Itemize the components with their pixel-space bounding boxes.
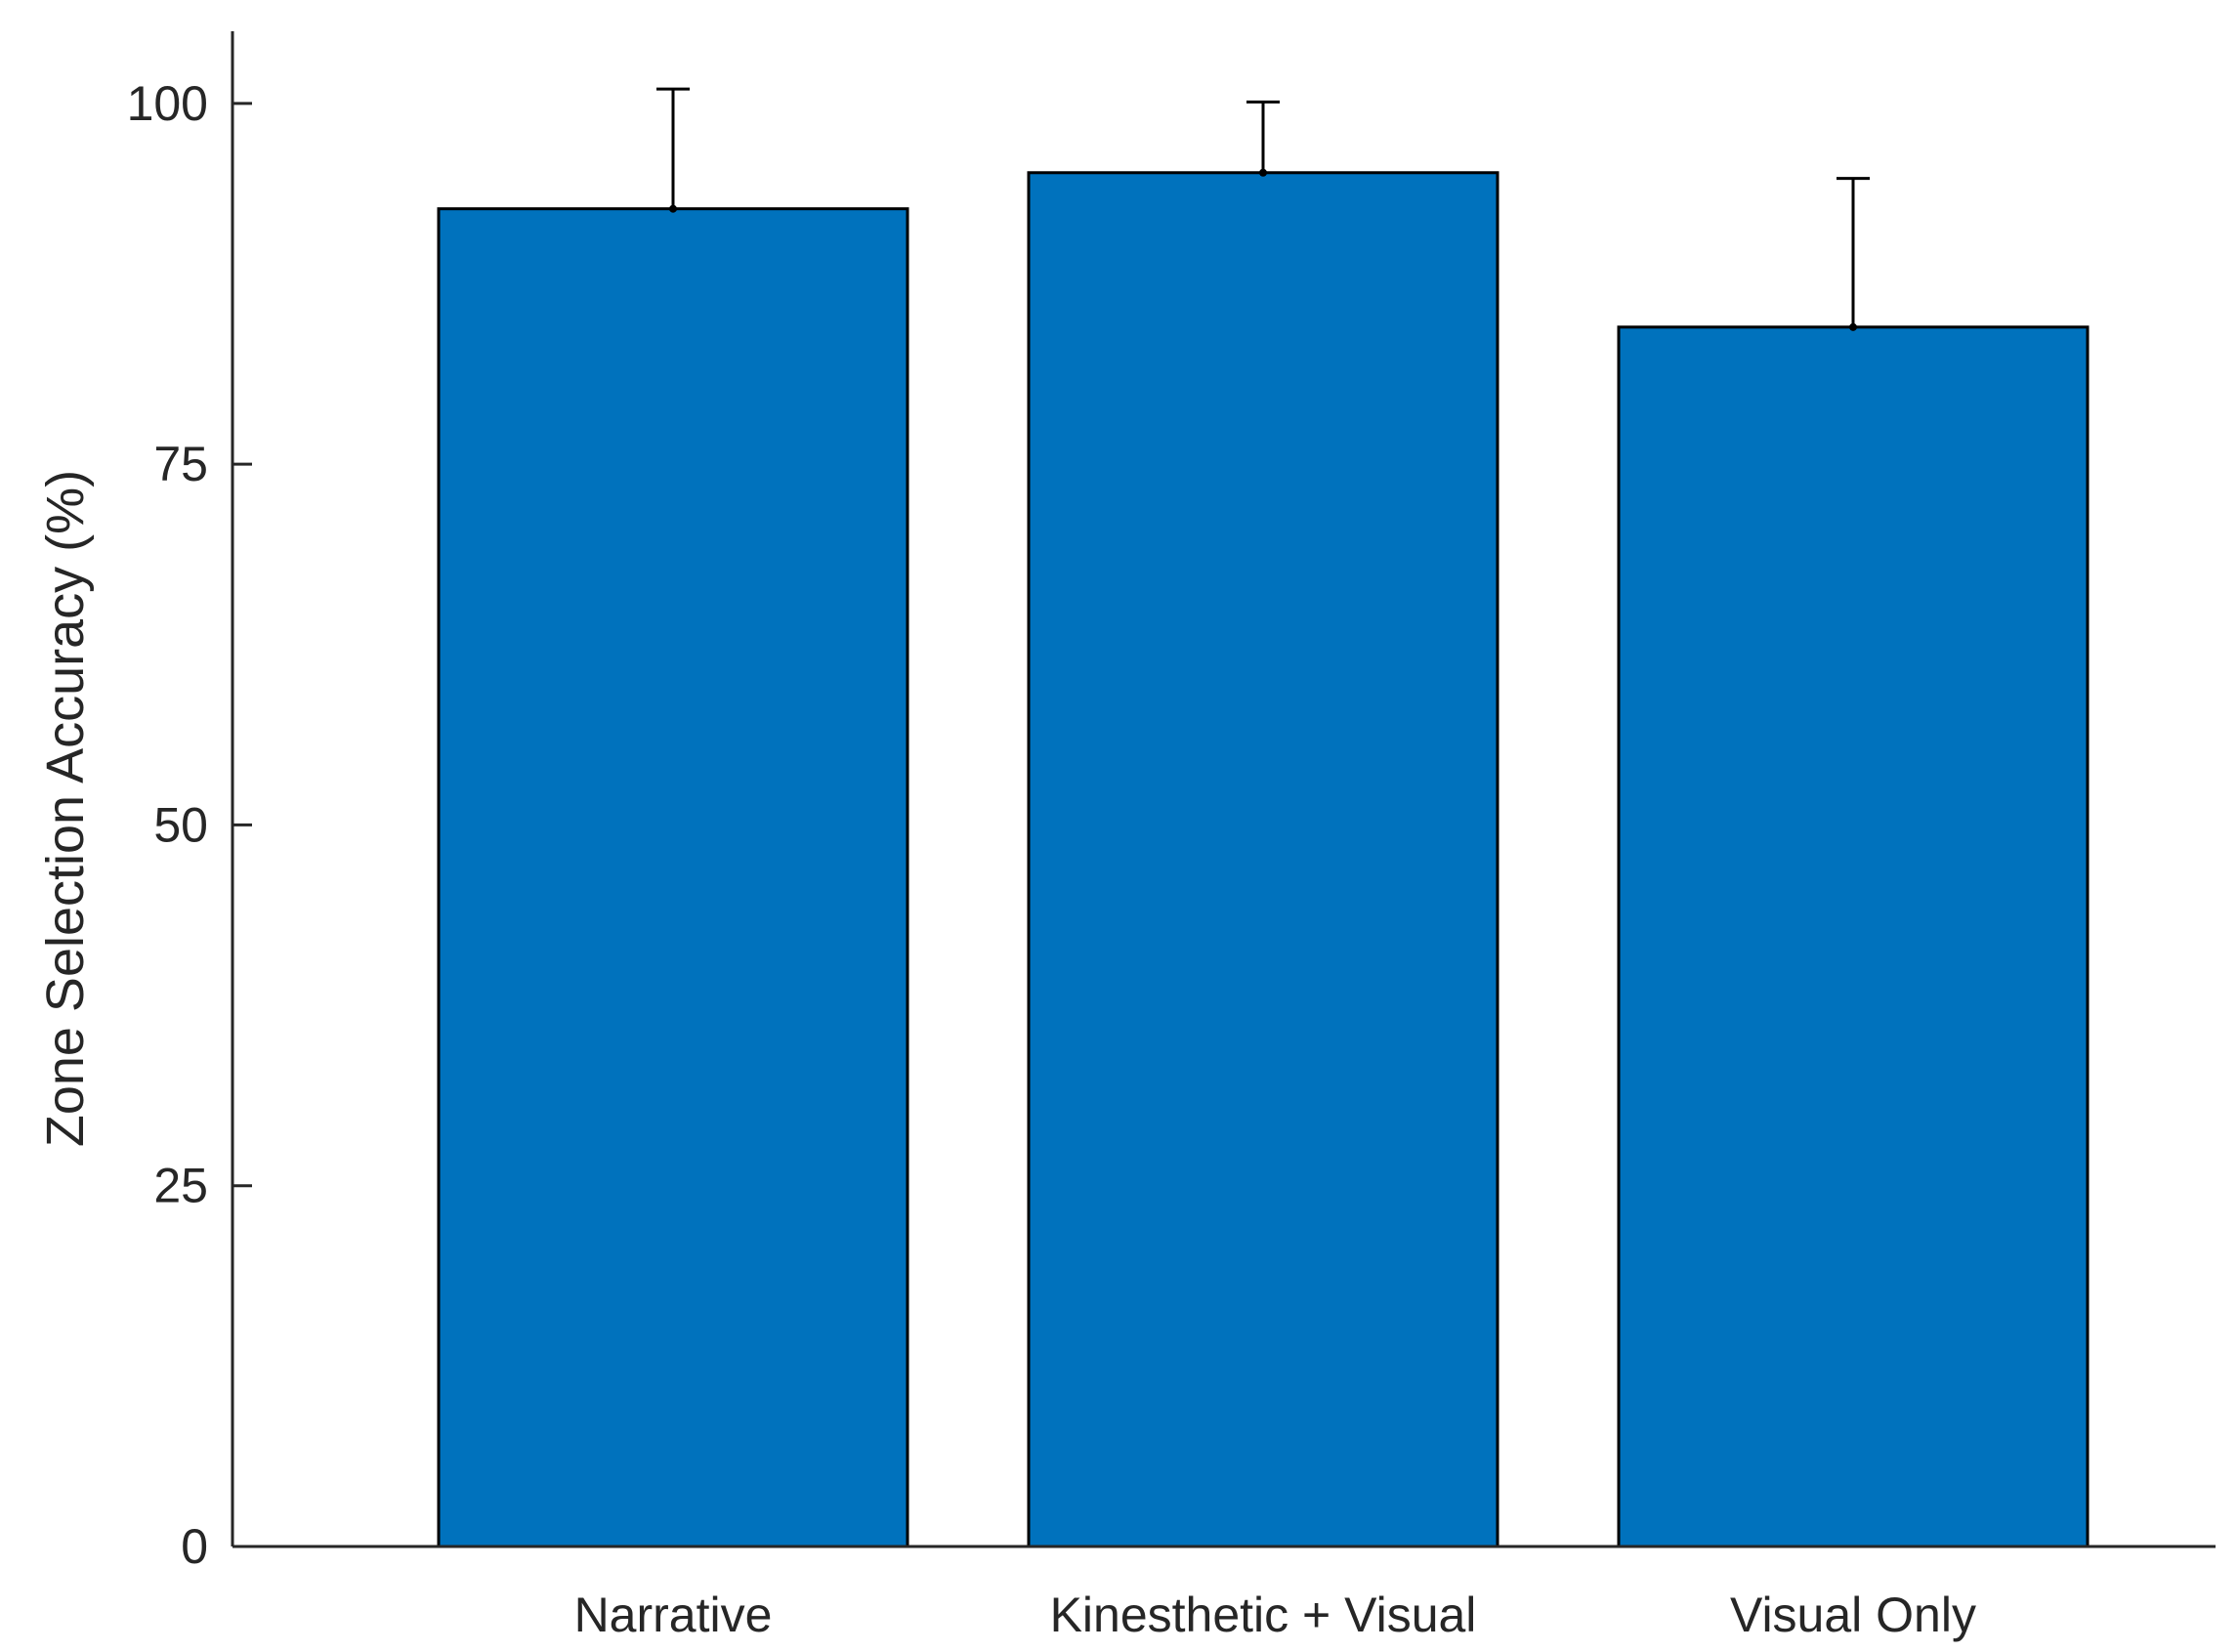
x-tick-label: Kinesthetic + Visual xyxy=(1050,1588,1477,1642)
y-tick-label: 100 xyxy=(127,76,208,131)
error-bar-kinesthetic-visual xyxy=(1246,100,1280,177)
y-ticks: 0 25 50 75 100 xyxy=(127,76,252,1574)
error-bars xyxy=(656,87,1870,331)
bar-visual-only xyxy=(1617,325,2090,1548)
x-tick-label: Visual Only xyxy=(1730,1588,1976,1642)
y-tick-label: 0 xyxy=(181,1519,208,1574)
x-tick-label: Narrative xyxy=(574,1588,773,1642)
error-bar-visual-only xyxy=(1837,177,1870,331)
axes xyxy=(231,31,2216,1548)
y-tick-label: 75 xyxy=(153,437,208,491)
error-bar-narrative xyxy=(656,87,690,213)
bar-narrative xyxy=(437,207,909,1548)
bar-kinesthetic-visual xyxy=(1027,171,1499,1548)
x-tick-labels: Narrative Kinesthetic + Visual Visual Only xyxy=(574,1588,1976,1642)
bars xyxy=(437,171,2090,1548)
y-tick-label: 50 xyxy=(153,797,208,852)
y-tick-label: 25 xyxy=(153,1159,208,1213)
y-axis-title: Zone Selection Accuracy (%) xyxy=(36,470,95,1147)
